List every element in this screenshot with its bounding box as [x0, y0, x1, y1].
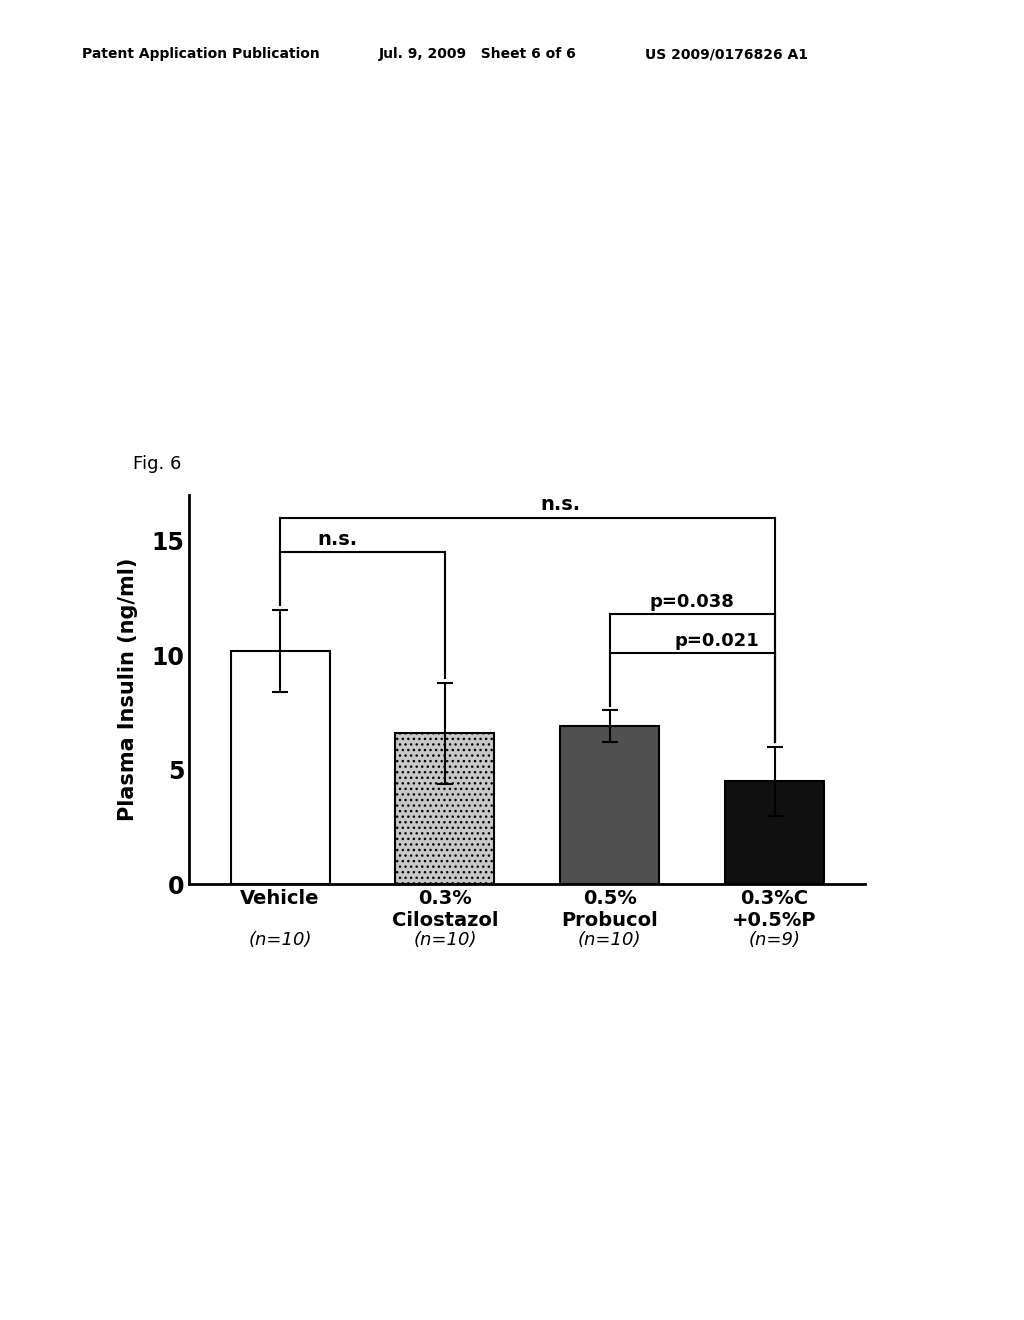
Text: US 2009/0176826 A1: US 2009/0176826 A1 [645, 48, 808, 61]
Text: Patent Application Publication: Patent Application Publication [82, 48, 319, 61]
Text: Fig. 6: Fig. 6 [133, 454, 181, 473]
Text: (n=9): (n=9) [749, 931, 801, 949]
Text: (n=10): (n=10) [578, 931, 641, 949]
Text: p=0.021: p=0.021 [675, 631, 760, 649]
Bar [395, 733, 495, 884]
Text: p=0.038: p=0.038 [650, 593, 734, 611]
Text: n.s.: n.s. [317, 529, 357, 549]
Bar [560, 726, 659, 884]
Text: (n=10): (n=10) [249, 931, 312, 949]
Text: (n=10): (n=10) [414, 931, 477, 949]
Y-axis label: Plasma Insulin (ng/ml): Plasma Insulin (ng/ml) [118, 558, 138, 821]
Text: Jul. 9, 2009   Sheet 6 of 6: Jul. 9, 2009 Sheet 6 of 6 [379, 48, 577, 61]
Bar [725, 781, 824, 884]
Bar [230, 651, 330, 884]
Text: n.s.: n.s. [541, 495, 581, 515]
